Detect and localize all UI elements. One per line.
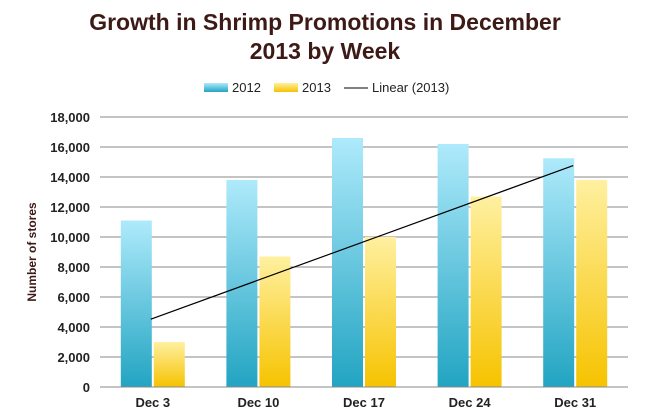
legend-swatch: [204, 83, 228, 92]
bar-2012-3: [437, 144, 469, 387]
chart-title-line-2: 2013 by Week: [249, 38, 401, 64]
bar-2012-0: [120, 220, 152, 387]
legend-item-2: Linear (2013): [344, 80, 449, 95]
y-tick-label: 14,000: [50, 170, 90, 185]
x-axis-ticks: Dec 3 Dec 10 Dec 17 Dec 24 Dec 31: [135, 395, 596, 410]
y-tick-label: 2,000: [57, 350, 90, 365]
legend-item-1: 2013: [274, 80, 331, 95]
x-tick-label: Dec 24: [449, 395, 492, 410]
x-tick-label: Dec 3: [135, 395, 170, 410]
y-tick-label: 18,000: [50, 110, 90, 125]
x-tick-label: Dec 31: [554, 395, 596, 410]
trendline-linear-2013: [150, 165, 574, 320]
y-axis-label: Number of stores: [25, 202, 39, 302]
legend-label: 2012: [232, 80, 261, 95]
bar-2013-3: [470, 196, 502, 387]
x-tick-label: Dec 17: [343, 395, 385, 410]
x-tick-label: Dec 10: [237, 395, 279, 410]
bar-2012-1: [226, 180, 258, 387]
chart-title: Growth in Shrimp Promotions in December …: [0, 8, 650, 66]
y-tick-label: 0: [83, 380, 90, 395]
legend-label: Linear (2013): [372, 80, 449, 95]
bar-2012-4: [543, 158, 575, 387]
y-axis-ticks: 0 2,000 4,000 6,000 8,000 10,000 12,000 14,000 1…: [50, 110, 90, 395]
gridlines: [100, 116, 628, 358]
y-tick-label: 10,000: [50, 230, 90, 245]
bar-2013-1: [259, 256, 291, 387]
legend-label: 2013: [302, 80, 331, 95]
bar-2013-4: [576, 180, 608, 387]
legend-swatch: [274, 83, 298, 92]
bar-2013-2: [365, 237, 396, 387]
trendline: [150, 165, 574, 320]
bar-2012-2: [332, 138, 363, 387]
bar-2013-0: [153, 342, 185, 387]
y-tick-label: 8,000: [57, 260, 90, 275]
legend-item-0: 2012: [204, 80, 261, 95]
y-tick-label: 16,000: [50, 140, 90, 155]
bars: [120, 138, 608, 387]
chart-title-line-1: Growth in Shrimp Promotions in December: [89, 9, 561, 35]
y-tick-label: 6,000: [57, 290, 90, 305]
chart-legend: 2012 2013 Linear (2013): [204, 80, 449, 95]
y-tick-label: 4,000: [57, 320, 90, 335]
y-tick-label: 12,000: [50, 200, 90, 215]
